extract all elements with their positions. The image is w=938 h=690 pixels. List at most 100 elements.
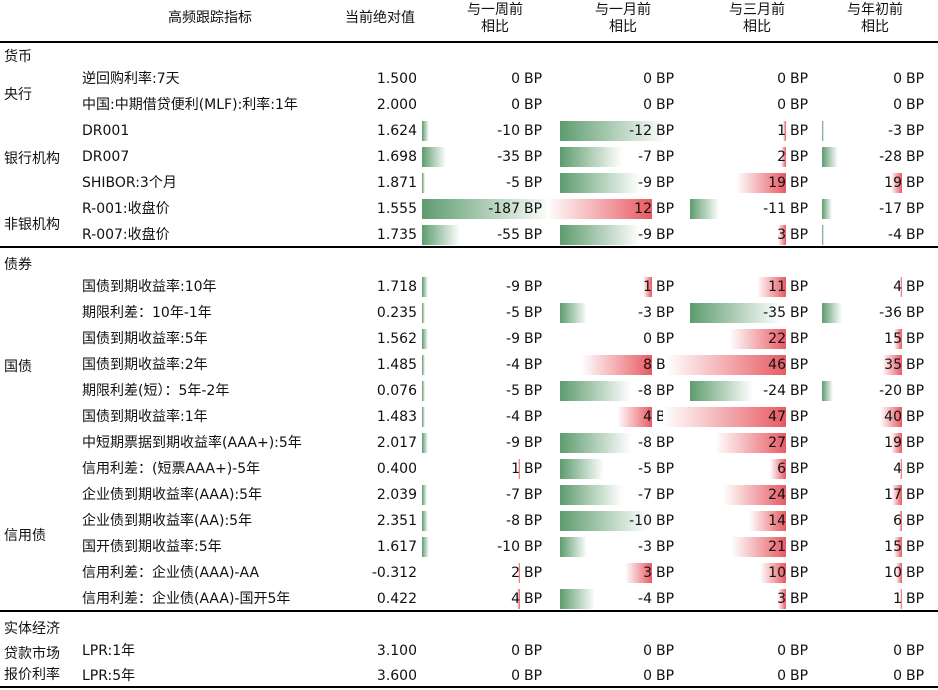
row-label: R-001:收盘价: [82, 201, 170, 217]
positive-data-bar: [900, 277, 902, 297]
positive-data-bar: [749, 511, 786, 531]
change-value: 0: [511, 643, 520, 659]
positive-data-bar: [778, 589, 786, 609]
row-value: 0.235: [376, 305, 417, 321]
row-label: 信用利差：企业债(AAA)-国开5年: [82, 591, 291, 607]
table-row: 中短期票据到期收益率(AAA+):5年 2.017 -9 BP -8 BP 27 BP 19 BP: [0, 430, 938, 456]
change-value: 0: [643, 668, 652, 684]
positive-data-bar: [900, 589, 902, 609]
change-value: -4: [506, 357, 520, 373]
negative-data-bar: [690, 381, 753, 401]
change-cell-m3: -11 BP: [690, 198, 818, 220]
unit-label: BP: [906, 383, 925, 399]
change-cell-m1: -4 BP: [560, 588, 684, 610]
row-label: 企业债到期收益率(AA):5年: [82, 513, 253, 529]
unit-label: BP: [790, 409, 809, 425]
change-cell-ytd: 15 BP: [822, 536, 934, 558]
row-label: 企业债到期收益率(AAA):5年: [82, 487, 263, 503]
positive-data-bar: [783, 121, 786, 141]
row-value: 1.617: [376, 539, 417, 555]
positive-data-bar: [643, 277, 652, 297]
change-cell-m1: 0 BP: [560, 640, 684, 662]
positive-data-bar: [760, 563, 786, 583]
negative-data-bar: [560, 225, 640, 245]
row-label: 期限利差：10年-1年: [82, 305, 212, 321]
unit-label: BP: [790, 565, 809, 581]
unit-label: BP: [906, 357, 925, 373]
header-indicator: 高频跟踪指标: [168, 10, 252, 26]
change-value: 1: [777, 123, 786, 139]
change-value: 0: [643, 97, 652, 113]
unit-label: BP: [524, 331, 543, 347]
unit-label: BP: [524, 227, 543, 243]
change-value: -28: [879, 149, 902, 165]
change-value: -9: [638, 175, 652, 191]
row-label: 国债到期收益率:5年: [82, 331, 208, 347]
negative-data-bar: [822, 303, 842, 323]
change-value: 0: [893, 97, 902, 113]
change-value: -12: [629, 123, 652, 139]
unit-label: BP: [656, 539, 675, 555]
positive-data-bar: [617, 407, 652, 427]
change-cell-m3: 3 BP: [690, 224, 818, 246]
change-cell-m3: 27 BP: [690, 432, 818, 454]
negative-data-bar: [422, 433, 428, 453]
positive-data-bar: [518, 459, 520, 479]
negative-data-bar: [422, 199, 552, 219]
change-cell-m3: 11 BP: [690, 276, 818, 298]
unit-label: BP: [524, 643, 543, 659]
positive-data-bar: [736, 173, 786, 193]
row-value: 0.400: [376, 461, 417, 477]
unit-label: BP: [524, 539, 543, 555]
row-value: 1.624: [376, 123, 417, 139]
change-value: 0: [643, 643, 652, 659]
change-value: 2: [511, 565, 520, 581]
change-value: -10: [629, 513, 652, 529]
table-row: 国债到期收益率:2年1.485-4BP8BP46BP35BP: [0, 352, 938, 378]
group-credit: 信用债: [4, 528, 46, 544]
change-cell-w1: -187 BP: [422, 198, 552, 220]
unit-label: BP: [906, 565, 925, 581]
change-cell-w1: -55 BP: [422, 224, 552, 246]
row-label: DR001: [82, 123, 130, 139]
change-value: 0: [777, 668, 786, 684]
change-cell-m3: -24 BP: [690, 380, 818, 402]
unit-label: BP: [656, 175, 675, 191]
unit-label: BP: [790, 305, 809, 321]
row-value: 1.483: [376, 409, 417, 425]
change-value: -10: [497, 539, 520, 555]
change-value: 22: [768, 331, 786, 347]
unit-label: BP: [524, 513, 543, 529]
unit-label: BP: [906, 513, 925, 529]
row-value: -0.312: [371, 565, 417, 581]
row-label: 逆回购利率:7天: [82, 71, 180, 87]
unit-label: BP: [790, 97, 809, 113]
unit-label: BP: [524, 435, 543, 451]
row-label: LPR:5年: [82, 668, 136, 684]
change-cell-m1: 1 BP: [560, 276, 684, 298]
unit-label: BP: [656, 513, 675, 529]
change-value: 24: [768, 487, 786, 503]
negative-data-bar: [822, 381, 833, 401]
change-cell-m1: -3 BP: [560, 302, 684, 324]
positive-data-bar: [666, 355, 786, 375]
positive-data-bar: [757, 277, 786, 297]
change-value: -187: [488, 201, 520, 217]
row-label: 国开债到期收益率:5年: [82, 539, 222, 555]
change-value: -9: [638, 227, 652, 243]
change-value: -24: [763, 383, 786, 399]
change-value: 3: [777, 227, 786, 243]
table-row: 信用利差：企业债(AAA)-AA -0.312 2 BP 3 BP 10 BP 10 BP: [0, 560, 938, 586]
change-value: -3: [638, 305, 652, 321]
change-value: 0: [643, 71, 652, 87]
row-label: 中短期票据到期收益率(AAA+):5年: [82, 435, 302, 451]
positive-data-bar: [894, 537, 902, 557]
row-value: 1.735: [376, 227, 417, 243]
row-label: 中国:中期借贷便利(MLF):利率:1年: [82, 97, 298, 113]
change-value: -5: [638, 461, 652, 477]
change-cell-ytd: -28 BP: [822, 146, 934, 168]
change-value: 10: [884, 565, 902, 581]
change-cell-w1: 0 BP: [422, 665, 552, 687]
positive-data-bar: [882, 355, 902, 375]
